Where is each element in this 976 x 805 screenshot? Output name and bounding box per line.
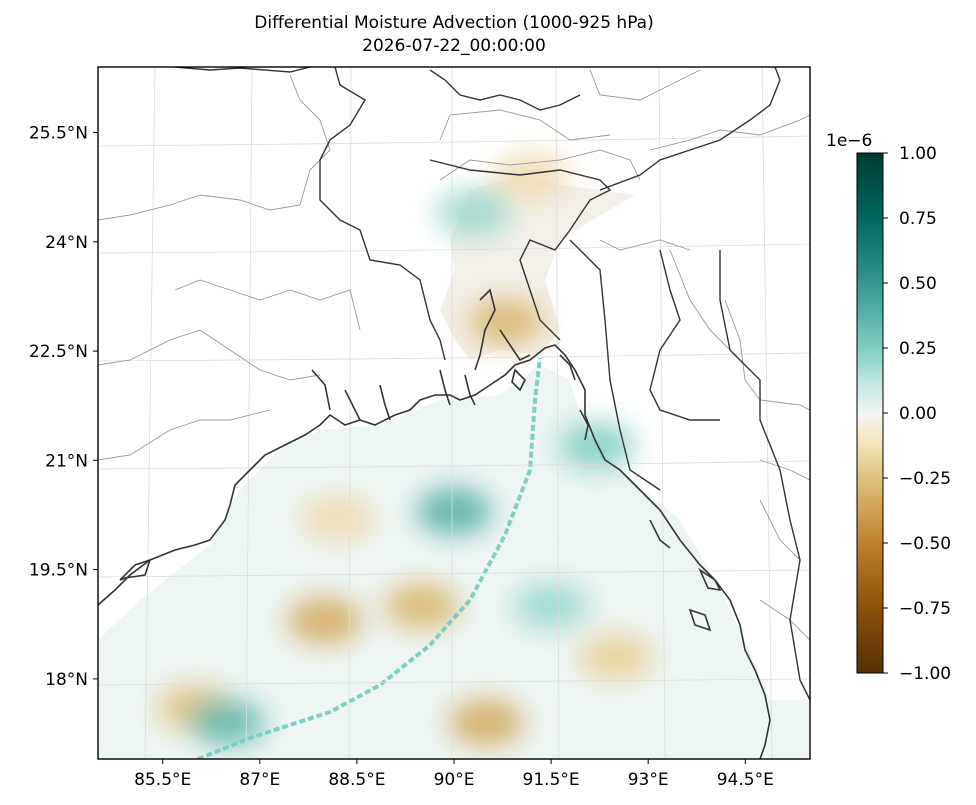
map-area [98,67,810,759]
y-tick-label: 21°N [45,451,88,471]
field-anomalies [157,152,654,747]
x-tick-label: 87°E [239,770,280,790]
state-borders [98,69,810,641]
field-anomaly [448,698,525,747]
field-anomaly [467,297,544,346]
x-tick-label: 93°E [628,770,669,790]
colorbar-tick-label: 1.00 [899,144,937,164]
x-tick-label: 88.5°E [328,770,385,790]
field-anomaly [493,152,570,201]
y-tick-label: 22.5°N [29,342,88,362]
colorbar-tick-label: −0.50 [899,534,951,554]
colorbar-ticks: 1.00 0.75 0.50 0.25 0.00 −0.25 −0.50 −0.75 −1.00 [883,144,951,684]
colorbar-scale-label: 1e−6 [826,131,872,151]
field-anomaly [189,698,266,747]
y-tick-labels: 25.5°N 24°N 22.5°N 21°N 19.5°N 18°N [29,124,98,690]
field-anomaly [299,494,376,543]
field-anomaly [286,596,363,645]
colorbar-tick-label: 0.25 [899,339,937,359]
y-tick-label: 24°N [45,233,88,253]
field-anomaly [435,188,512,237]
colorbar-tick-label: −0.75 [899,599,951,619]
colorbar-gradient [856,152,884,674]
colorbar-tick-label: −0.25 [899,469,951,489]
field-anomaly [416,487,492,536]
x-tick-labels: 85.5°E 87°E 88.5°E 90°E 91.5°E 93°E 94.5°E [134,759,774,790]
field-anomaly [558,421,635,470]
map-title: Differential Moisture Advection (1000-92… [254,13,654,33]
country-borders [174,67,810,701]
y-tick-label: 18°N [45,670,88,690]
graticule [98,67,810,759]
colorbar-tick-label: −1.00 [899,664,951,684]
colorbar-tick-label: 0.00 [899,404,937,424]
x-tick-label: 90°E [434,770,475,790]
map-subtitle: 2026-07-22_00:00:00 [362,36,546,56]
x-tick-label: 91.5°E [523,770,580,790]
colorbar: 1e−6 1.00 0.75 0.50 0.25 0.00 −0.25 −0.50 −0.75… [826,131,951,684]
x-tick-label: 85.5°E [134,770,191,790]
field-anomaly [577,633,654,682]
coastline [98,288,771,759]
field-anomaly [383,582,460,631]
x-tick-label: 94.5°E [717,770,774,790]
track-line [197,357,542,759]
y-tick-label: 25.5°N [29,124,88,144]
colorbar-tick-label: 0.50 [899,274,937,294]
field-anomaly [513,582,590,631]
colorbar-tick-label: 0.75 [899,209,937,229]
y-tick-label: 19.5°N [29,561,88,581]
